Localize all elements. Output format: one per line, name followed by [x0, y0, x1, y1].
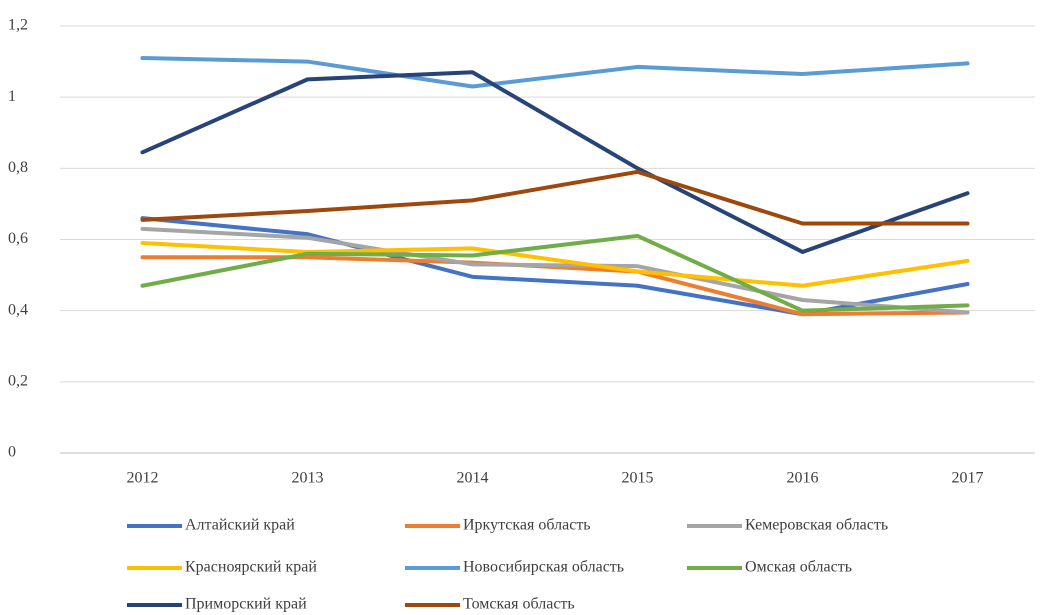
x-tick-label: 2014: [457, 470, 489, 487]
legend-label: Томская область: [463, 596, 575, 613]
y-tick-label: 0,8: [8, 159, 28, 176]
series-line: [140, 226, 970, 315]
legend-label: Кемеровская область: [745, 517, 888, 534]
y-tick-label: 0: [8, 444, 16, 461]
y-tick-label: 1: [8, 88, 16, 105]
legend-label: Новосибирская область: [463, 559, 624, 576]
legend-label: Омская область: [745, 559, 852, 576]
legend-label: Иркутская область: [463, 517, 591, 534]
series-line: [140, 169, 970, 226]
legend-label: Красноярский край: [185, 559, 317, 576]
series-line: [140, 70, 970, 254]
series-line: [140, 241, 970, 288]
y-tick-label: 1,2: [8, 17, 28, 34]
series-line: [140, 233, 970, 313]
x-tick-label: 2012: [127, 470, 159, 487]
x-tick-label: 2015: [622, 470, 654, 487]
y-tick-label: 0,2: [8, 373, 28, 390]
x-tick-label: 2013: [292, 470, 324, 487]
y-tick-label: 0,6: [8, 230, 28, 247]
x-tick-label: 2017: [952, 470, 984, 487]
x-tick-label: 2016: [787, 470, 819, 487]
legend-label: Алтайский край: [185, 517, 295, 534]
legend-label: Приморский край: [185, 596, 307, 613]
series-line: [140, 56, 970, 89]
y-tick-label: 0,4: [8, 301, 28, 318]
